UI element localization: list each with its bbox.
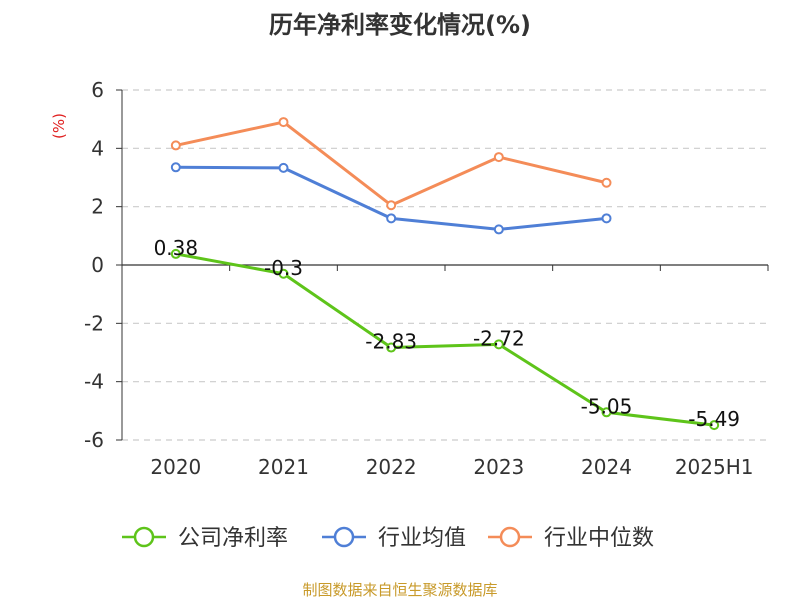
data-point	[278, 162, 289, 173]
data-point	[601, 177, 612, 188]
series-line	[175, 252, 715, 427]
data-point	[493, 339, 504, 350]
data-label: -0.3	[264, 256, 303, 280]
data-point	[170, 140, 181, 151]
y-tick-label: -6	[84, 428, 104, 452]
y-tick-label: 2	[91, 195, 104, 219]
data-point	[278, 117, 289, 128]
data-point	[386, 342, 397, 353]
legend-marker	[499, 526, 521, 548]
legend-label: 公司净利率	[178, 526, 288, 551]
legend-marker	[133, 526, 155, 548]
data-point	[601, 213, 612, 224]
y-tick-label: 0	[91, 253, 104, 277]
legend: 公司净利率 行业均值 行业中位数	[122, 526, 654, 551]
data-point	[493, 224, 504, 235]
y-tick-label: 4	[91, 136, 104, 160]
x-tick-label: 2023	[473, 455, 524, 479]
x-tick-label: 2020	[150, 455, 201, 479]
legend-marker	[333, 526, 355, 548]
data-point	[709, 420, 720, 431]
data-label: -2.72	[473, 326, 525, 350]
legend-label: 行业均值	[378, 526, 466, 551]
data-label: -5.49	[688, 407, 740, 431]
y-tick-label: -4	[84, 370, 104, 394]
data-point	[170, 162, 181, 173]
grid-layer	[122, 89, 768, 441]
data-point	[386, 200, 397, 211]
data-label-layer: 0.38 -0.3 -2.83 -2.72 -5.05 -5.49	[154, 236, 740, 431]
data-point	[386, 213, 397, 224]
y-tick-label: -2	[84, 311, 104, 335]
data-label: -2.83	[365, 330, 417, 354]
data-point	[170, 248, 181, 259]
data-point	[601, 407, 612, 418]
data-point	[278, 268, 289, 279]
chart-title: 历年净利率变化情况(%)	[269, 11, 531, 39]
data-point	[493, 152, 504, 163]
x-tick-label: 2024	[581, 455, 632, 479]
legend-label: 行业中位数	[544, 526, 654, 551]
x-tick-label: 2022	[366, 455, 417, 479]
x-tick-label: 2021	[258, 455, 309, 479]
series-layer	[170, 117, 720, 431]
source-note: 制图数据来自恒生聚源数据库	[302, 581, 497, 599]
x-tick-label: 2025H1	[675, 455, 754, 479]
y-tick-label: 6	[91, 78, 104, 102]
series-line	[175, 120, 607, 207]
data-label: -5.05	[581, 394, 633, 418]
data-label: 0.38	[154, 236, 199, 260]
y-axis-label: (%)	[50, 113, 68, 139]
